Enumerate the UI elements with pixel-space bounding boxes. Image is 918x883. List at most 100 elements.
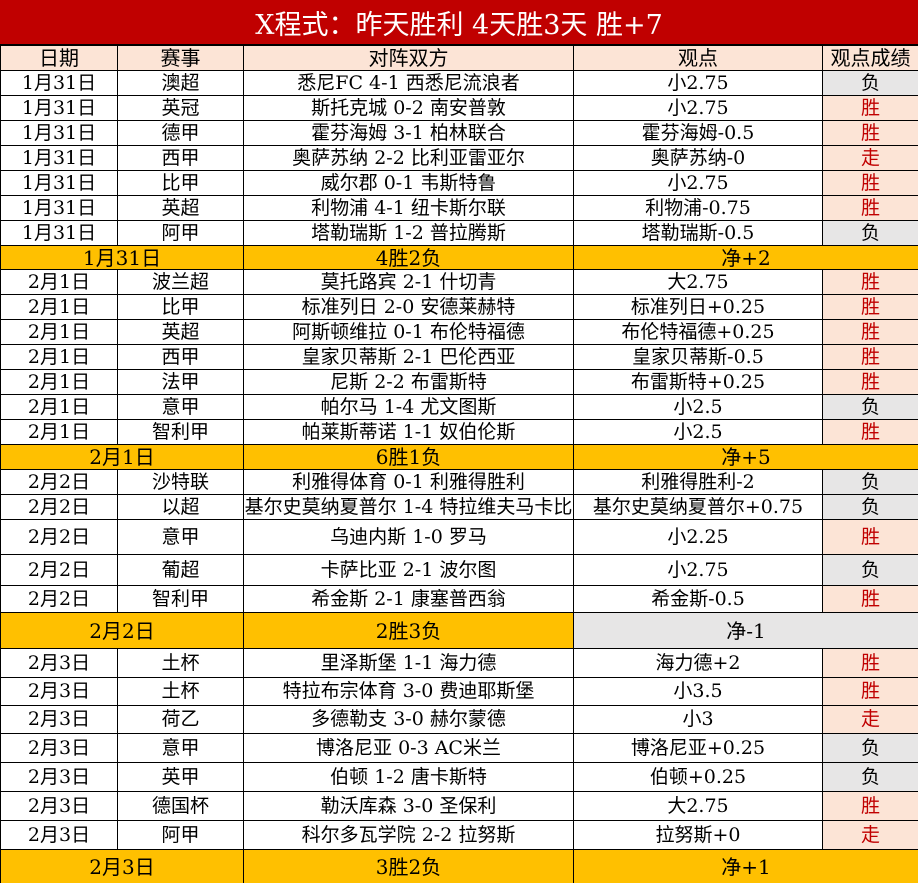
result-cell[interactable]: 走 <box>822 820 918 850</box>
summary-net[interactable]: 净+2 <box>573 245 918 270</box>
league-cell[interactable]: 比甲 <box>117 294 244 320</box>
pick-cell[interactable]: 小2.25 <box>573 519 823 555</box>
pick-cell[interactable]: 小2.75 <box>573 95 823 121</box>
result-cell[interactable]: 走 <box>822 705 918 734</box>
summary-date[interactable]: 2月1日 <box>0 444 244 470</box>
summary-net[interactable]: 净-1 <box>573 612 918 649</box>
pick-cell[interactable]: 布伦特福德+0.25 <box>573 319 823 345</box>
league-cell[interactable]: 沙特联 <box>117 469 244 495</box>
match-cell[interactable]: 基尔史莫纳夏普尔 1-4 特拉维夫马卡比 <box>243 494 574 520</box>
result-cell[interactable]: 胜 <box>822 791 918 821</box>
date-cell[interactable]: 2月2日 <box>0 519 118 555</box>
pick-cell[interactable]: 奥萨苏纳-0 <box>573 145 823 171</box>
league-cell[interactable]: 土杯 <box>117 677 244 706</box>
league-cell[interactable]: 波兰超 <box>117 269 244 295</box>
summary-record[interactable]: 4胜2负 <box>243 245 574 270</box>
match-cell[interactable]: 莫托路宾 2-1 什切青 <box>243 269 574 295</box>
league-cell[interactable]: 德甲 <box>117 120 244 146</box>
league-cell[interactable]: 澳超 <box>117 70 244 96</box>
result-cell[interactable]: 负 <box>822 394 918 420</box>
result-cell[interactable]: 胜 <box>822 195 918 221</box>
match-cell[interactable]: 特拉布宗体育 3-0 费迪耶斯堡 <box>243 677 574 706</box>
league-cell[interactable]: 英甲 <box>117 762 244 792</box>
result-cell[interactable]: 胜 <box>822 120 918 146</box>
match-cell[interactable]: 阿斯顿维拉 0-1 布伦特福德 <box>243 319 574 345</box>
league-cell[interactable]: 比甲 <box>117 170 244 196</box>
date-cell[interactable]: 2月1日 <box>0 269 118 295</box>
date-cell[interactable]: 2月1日 <box>0 369 118 395</box>
pick-cell[interactable]: 小2.5 <box>573 394 823 420</box>
match-cell[interactable]: 乌迪内斯 1-0 罗马 <box>243 519 574 555</box>
match-cell[interactable]: 帕莱斯蒂诺 1-1 奴伯伦斯 <box>243 419 574 445</box>
league-cell[interactable]: 法甲 <box>117 369 244 395</box>
match-cell[interactable]: 标准列日 2-0 安德莱赫特 <box>243 294 574 320</box>
match-cell[interactable]: 博洛尼亚 0-3 AC米兰 <box>243 733 574 763</box>
pick-cell[interactable]: 塔勒瑞斯-0.5 <box>573 220 823 246</box>
result-cell[interactable]: 胜 <box>822 95 918 121</box>
result-cell[interactable]: 负 <box>822 220 918 246</box>
date-cell[interactable]: 2月2日 <box>0 494 118 520</box>
league-cell[interactable]: 阿甲 <box>117 220 244 246</box>
summary-date[interactable]: 1月31日 <box>0 245 244 270</box>
league-cell[interactable]: 土杯 <box>117 648 244 678</box>
match-cell[interactable]: 科尔多瓦学院 2-2 拉努斯 <box>243 820 574 850</box>
header-result[interactable]: 观点成绩 <box>822 45 918 71</box>
date-cell[interactable]: 1月31日 <box>0 195 118 221</box>
result-cell[interactable]: 负 <box>822 762 918 792</box>
result-cell[interactable]: 负 <box>822 554 918 586</box>
pick-cell[interactable]: 博洛尼亚+0.25 <box>573 733 823 763</box>
result-cell[interactable]: 胜 <box>822 170 918 196</box>
date-cell[interactable]: 2月3日 <box>0 762 118 792</box>
result-cell[interactable]: 胜 <box>822 648 918 678</box>
league-cell[interactable]: 英超 <box>117 319 244 345</box>
date-cell[interactable]: 1月31日 <box>0 220 118 246</box>
pick-cell[interactable]: 小2.75 <box>573 554 823 586</box>
summary-date[interactable]: 2月2日 <box>0 612 244 649</box>
pick-cell[interactable]: 海力德+2 <box>573 648 823 678</box>
pick-cell[interactable]: 霍芬海姆-0.5 <box>573 120 823 146</box>
pick-cell[interactable]: 大2.75 <box>573 269 823 295</box>
match-cell[interactable]: 利雅得体育 0-1 利雅得胜利 <box>243 469 574 495</box>
date-cell[interactable]: 2月2日 <box>0 554 118 586</box>
result-cell[interactable]: 胜 <box>822 319 918 345</box>
date-cell[interactable]: 2月1日 <box>0 394 118 420</box>
match-cell[interactable]: 勒沃库森 3-0 圣保利 <box>243 791 574 821</box>
date-cell[interactable]: 2月3日 <box>0 791 118 821</box>
league-cell[interactable]: 英超 <box>117 195 244 221</box>
header-date[interactable]: 日期 <box>0 45 118 71</box>
header-match[interactable]: 对阵双方 <box>243 45 574 71</box>
result-cell[interactable]: 胜 <box>822 677 918 706</box>
match-cell[interactable]: 霍芬海姆 3-1 柏林联合 <box>243 120 574 146</box>
league-cell[interactable]: 英冠 <box>117 95 244 121</box>
league-cell[interactable]: 智利甲 <box>117 419 244 445</box>
league-cell[interactable]: 阿甲 <box>117 820 244 850</box>
pick-cell[interactable]: 大2.75 <box>573 791 823 821</box>
result-cell[interactable]: 负 <box>822 733 918 763</box>
match-cell[interactable]: 多德勒支 3-0 赫尔蒙德 <box>243 705 574 734</box>
match-cell[interactable]: 卡萨比亚 2-1 波尔图 <box>243 554 574 586</box>
league-cell[interactable]: 意甲 <box>117 733 244 763</box>
summary-net[interactable]: 净+1 <box>573 849 918 883</box>
date-cell[interactable]: 2月1日 <box>0 319 118 345</box>
header-pick[interactable]: 观点 <box>573 45 823 71</box>
match-cell[interactable]: 皇家贝蒂斯 2-1 巴伦西亚 <box>243 344 574 370</box>
league-cell[interactable]: 德国杯 <box>117 791 244 821</box>
match-cell[interactable]: 希金斯 2-1 康塞普西翁 <box>243 585 574 613</box>
pick-cell[interactable]: 小3 <box>573 705 823 734</box>
league-cell[interactable]: 西甲 <box>117 145 244 171</box>
result-cell[interactable]: 胜 <box>822 585 918 613</box>
pick-cell[interactable]: 基尔史莫纳夏普尔+0.75 <box>573 494 823 520</box>
league-cell[interactable]: 西甲 <box>117 344 244 370</box>
summary-record[interactable]: 6胜1负 <box>243 444 574 470</box>
result-cell[interactable]: 走 <box>822 145 918 171</box>
date-cell[interactable]: 1月31日 <box>0 170 118 196</box>
league-cell[interactable]: 意甲 <box>117 519 244 555</box>
match-cell[interactable]: 帕尔马 1-4 尤文图斯 <box>243 394 574 420</box>
date-cell[interactable]: 2月3日 <box>0 648 118 678</box>
league-cell[interactable]: 以超 <box>117 494 244 520</box>
pick-cell[interactable]: 小2.75 <box>573 70 823 96</box>
pick-cell[interactable]: 伯顿+0.25 <box>573 762 823 792</box>
pick-cell[interactable]: 利雅得胜利-2 <box>573 469 823 495</box>
summary-net[interactable]: 净+5 <box>573 444 918 470</box>
match-cell[interactable]: 威尔郡 0-1 韦斯特鲁 <box>243 170 574 196</box>
